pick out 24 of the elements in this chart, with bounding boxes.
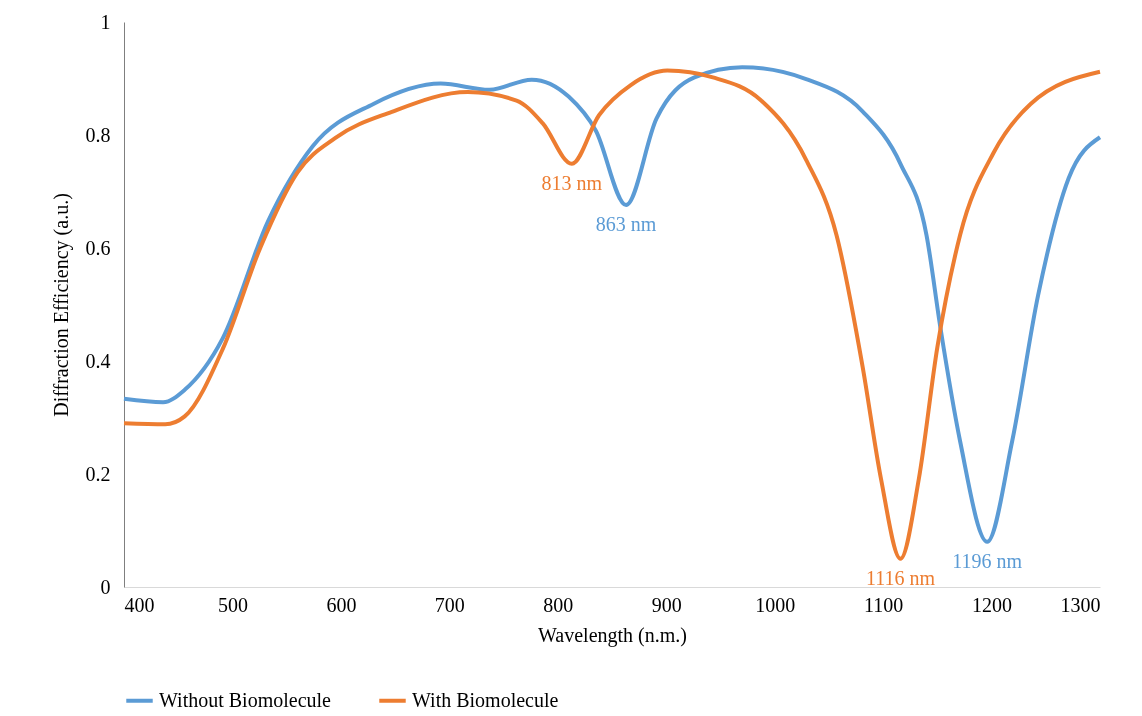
y-axis-title: Diffraction Efficiency (a.u.): [49, 193, 73, 417]
x-tick-label: 1300: [1060, 593, 1101, 616]
legend-label: Without Biomolecule: [159, 688, 332, 711]
x-tick-label: 800: [543, 593, 574, 616]
x-tick-label: 600: [326, 593, 357, 616]
x-tick-label: 1000: [755, 593, 796, 616]
annotation: 863 nm: [595, 213, 657, 236]
x-tick-label: 1200: [972, 593, 1013, 616]
annotation: 1196 nm: [952, 549, 1023, 572]
x-tick-label: 700: [434, 593, 465, 616]
x-tick-label: 500: [217, 593, 248, 616]
x-axis-title: Wavelength (n.m.): [538, 623, 687, 647]
x-tick-label: 900: [651, 593, 682, 616]
annotation: 1116 nm: [865, 566, 936, 589]
y-tick-label: 1: [100, 10, 111, 33]
y-tick-label: 0: [100, 575, 111, 598]
y-tick-label: 0.6: [85, 236, 111, 259]
y-tick-label: 0.8: [85, 123, 111, 146]
x-tick-label: 1100: [863, 593, 904, 616]
y-tick-label: 0.2: [85, 462, 111, 485]
y-tick-label: 0.4: [85, 349, 111, 372]
legend-label: With Biomolecule: [412, 688, 559, 711]
annotation: 813 nm: [541, 171, 603, 194]
x-tick-label: 400: [124, 593, 155, 616]
